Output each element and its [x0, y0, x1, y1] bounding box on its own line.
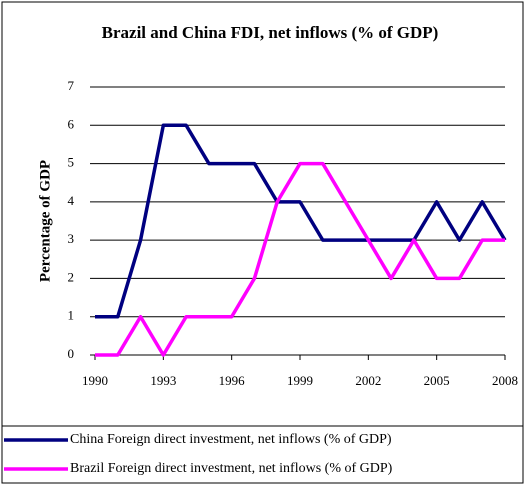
chart-border: [1, 1, 524, 483]
x-tick-label: 2005: [424, 373, 450, 388]
series-line: [95, 161, 505, 357]
series-line: [95, 123, 507, 319]
y-axis-label: Percentage of GDP: [37, 160, 53, 282]
x-tick-label: 1996: [219, 373, 246, 388]
x-tick-label: 1990: [82, 373, 108, 388]
y-tick-label: 1: [68, 308, 75, 323]
legend-label: China Foreign direct investment, net inf…: [70, 432, 392, 447]
chart-title: Brazil and China FDI, net inflows (% of …: [101, 23, 439, 42]
y-tick-label: 2: [68, 269, 75, 284]
x-tick-label: 2008: [492, 373, 518, 388]
x-tick-label: 2002: [355, 373, 381, 388]
legend-box: [1, 425, 524, 484]
y-tick-label: 7: [68, 78, 75, 93]
y-tick-label: 4: [68, 193, 75, 208]
y-tick-label: 5: [68, 155, 75, 170]
y-tick-label: 0: [68, 346, 75, 361]
y-tick-label: 6: [68, 116, 75, 131]
y-tick-label: 3: [68, 231, 75, 246]
x-tick-label: 1993: [150, 373, 176, 388]
x-tick-label: 1999: [287, 373, 313, 388]
legend-label: Brazil Foreign direct investment, net in…: [70, 461, 393, 476]
